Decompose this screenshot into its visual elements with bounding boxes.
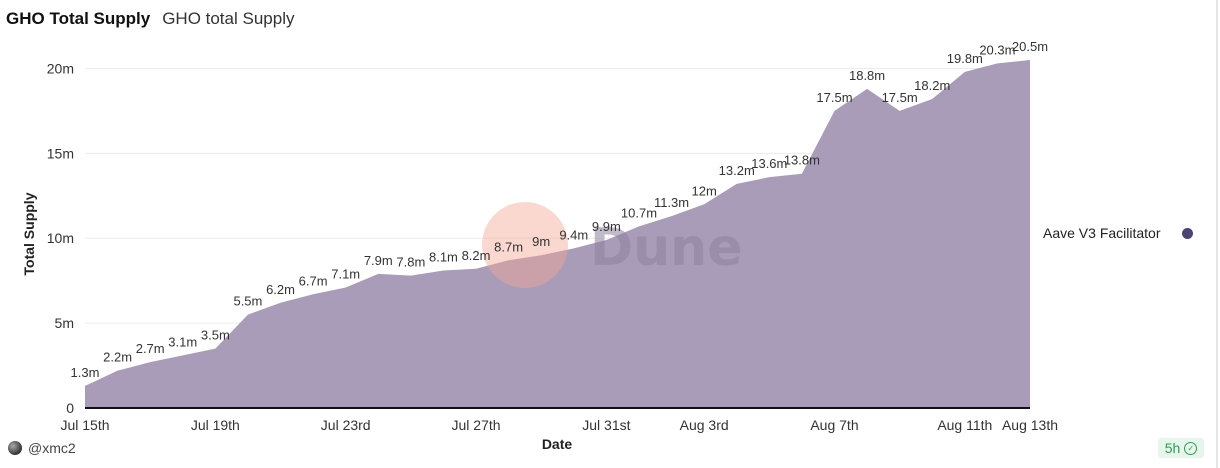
data-label: 13.6m [751, 156, 787, 171]
chart-header: GHO Total Supply GHO total Supply [6, 9, 294, 29]
data-label: 2.7m [136, 341, 165, 356]
x-tick-label: Aug 3rd [680, 417, 729, 433]
x-tick-label: Jul 15th [60, 417, 109, 433]
data-label: 11.3m [654, 195, 689, 210]
data-label: 9.4m [559, 227, 588, 242]
series-area [85, 60, 1030, 408]
data-label: 9.9m [592, 219, 621, 234]
legend[interactable]: Aave V3 Facilitator [1043, 225, 1193, 241]
watermark-text: Dune [590, 218, 742, 278]
data-label: 12m [691, 183, 716, 198]
legend-label: Aave V3 Facilitator [1043, 225, 1161, 241]
data-label: 20.3m [979, 42, 1015, 57]
y-tick-label: 10m [47, 230, 74, 246]
y-axis-title: Total Supply [21, 192, 37, 275]
watermark-circle [482, 202, 568, 288]
data-label: 8.7m [494, 239, 523, 254]
data-label: 5.5m [233, 294, 262, 309]
y-tick-label: 5m [55, 315, 74, 331]
data-label: 6.2m [266, 282, 295, 297]
x-tick-label: Jul 31st [582, 417, 630, 433]
data-label: 6.7m [299, 273, 328, 288]
x-tick-label: Jul 27th [452, 417, 501, 433]
chart-title: GHO Total Supply [6, 9, 151, 28]
x-tick-label: Jul 19th [191, 417, 240, 433]
refresh-badge[interactable]: 5h ✓ [1158, 438, 1204, 458]
check-icon: ✓ [1184, 441, 1198, 455]
data-label: 18.2m [914, 78, 950, 93]
x-axis-title: Date [542, 436, 573, 452]
legend-swatch [1182, 227, 1193, 239]
data-label: 17.5m [816, 90, 852, 105]
chart-subtitle: GHO total Supply [162, 9, 295, 28]
data-label: 7.9m [364, 253, 393, 268]
author[interactable]: @xmc2 [8, 440, 76, 456]
data-label: 19.8m [947, 51, 983, 66]
data-label: 13.8m [784, 153, 820, 168]
data-label: 7.1m [331, 266, 360, 281]
x-tick-label: Aug 7th [810, 417, 858, 433]
data-label: 1.3m [71, 365, 100, 380]
data-label: 7.8m [396, 255, 425, 270]
data-label: 8.2m [462, 248, 491, 263]
x-tick-label: Jul 23rd [321, 417, 371, 433]
data-label: 10.7m [621, 205, 657, 220]
data-label: 3.5m [201, 328, 230, 343]
data-label: 2.2m [103, 350, 132, 365]
author-name: @xmc2 [28, 440, 76, 456]
data-label: 17.5m [882, 90, 918, 105]
y-tick-label: 20m [47, 60, 74, 76]
data-label: 8.1m [429, 249, 458, 264]
avatar [8, 441, 22, 455]
x-tick-label: Aug 13th [1002, 417, 1058, 433]
data-label: 9m [532, 234, 550, 249]
data-label: 3.1m [168, 334, 197, 349]
data-label: 18.8m [849, 68, 885, 83]
data-label: 13.2m [719, 163, 755, 178]
y-tick-label: 15m [47, 145, 74, 161]
panel-border [1216, 0, 1218, 468]
y-tick-label: 0 [66, 400, 74, 416]
data-label: 20.5m [1012, 39, 1048, 54]
refresh-age: 5h [1164, 440, 1181, 456]
x-tick-label: Aug 11th [937, 417, 992, 433]
